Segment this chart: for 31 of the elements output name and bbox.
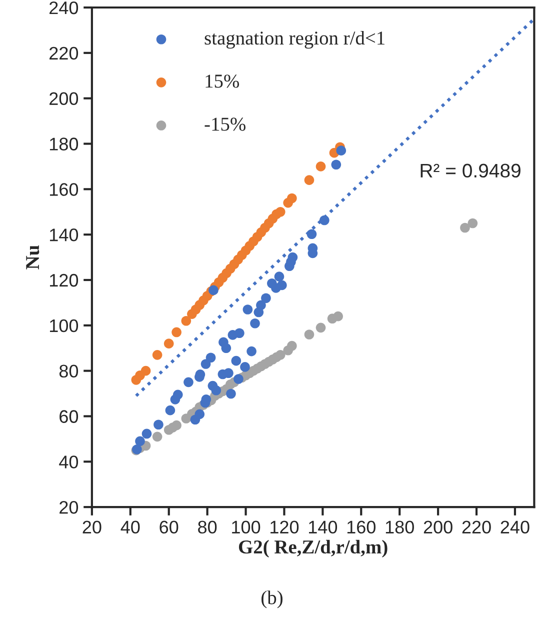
y-tick-label: 220: [50, 46, 78, 60]
x-tick-label: 100: [232, 520, 260, 534]
y-tick-label: 160: [50, 183, 78, 196]
y-tick-label: 140: [50, 228, 78, 242]
x-tick-label: 80: [198, 520, 217, 534]
legend-label: -15%: [204, 118, 246, 131]
x-tick-label: 200: [424, 520, 452, 534]
y-axis-title: Nu: [26, 245, 40, 270]
x-tick-label: 140: [309, 520, 338, 534]
x-tick-label: 240: [500, 520, 530, 534]
x-axis-title: G2( Re,Z/d,r/d,m): [238, 540, 388, 558]
legend-label: stagnation region r/d<1: [204, 30, 384, 49]
x-tick-label: 220: [462, 520, 491, 534]
y-tick-label: 40: [59, 456, 78, 468]
x-tick-label: 160: [347, 520, 376, 534]
x-tick-label: 40: [120, 520, 140, 534]
x-tick-label: 20: [82, 520, 102, 534]
text: (b): [262, 590, 282, 608]
y-tick-label: 120: [50, 274, 78, 287]
legend-label: 15%: [206, 74, 240, 88]
y-tick-label: 100: [50, 319, 78, 332]
x-tick-label: 60: [160, 520, 178, 534]
annotation: R² = 0.9489: [420, 164, 520, 178]
y-tick-label: 80: [59, 364, 78, 378]
y-tick-label: 240: [50, 1, 78, 14]
x-tick-label: 180: [386, 520, 414, 534]
y-tick-label: 60: [60, 410, 78, 423]
y-tick-label: 20: [60, 500, 78, 514]
y-tick-label: 180: [50, 138, 78, 150]
x-tick-label: 120: [270, 520, 299, 534]
y-tick-label: 200: [50, 92, 78, 106]
